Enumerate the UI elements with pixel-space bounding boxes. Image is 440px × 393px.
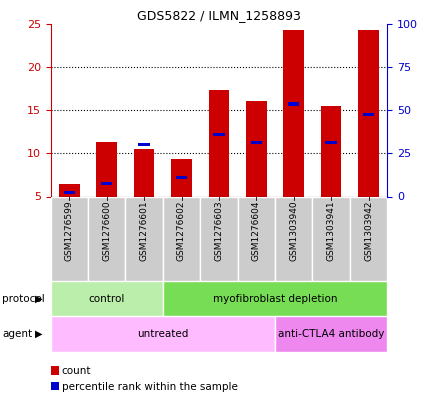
Bar: [171, 159, 192, 196]
Bar: [238, 196, 275, 281]
Text: untreated: untreated: [137, 329, 188, 339]
Text: GSM1276602: GSM1276602: [177, 201, 186, 261]
Text: GSM1303940: GSM1303940: [289, 201, 298, 261]
Text: agent: agent: [2, 329, 32, 339]
Bar: [209, 90, 229, 196]
Bar: [275, 316, 387, 352]
Bar: [134, 149, 154, 196]
Text: myofibroblast depletion: myofibroblast depletion: [213, 294, 337, 304]
Bar: [163, 196, 200, 281]
Text: GSM1276599: GSM1276599: [65, 201, 74, 261]
Bar: [246, 101, 267, 196]
Bar: [88, 196, 125, 281]
Bar: [288, 103, 299, 105]
Bar: [51, 196, 88, 281]
Bar: [139, 143, 150, 146]
Bar: [363, 113, 374, 116]
Text: GSM1276604: GSM1276604: [252, 201, 261, 261]
Bar: [59, 184, 80, 196]
Text: count: count: [62, 366, 91, 376]
Text: ▶: ▶: [35, 329, 43, 339]
Text: GSM1276600: GSM1276600: [102, 201, 111, 261]
Bar: [251, 141, 262, 144]
Text: control: control: [88, 294, 125, 304]
Text: ▶: ▶: [35, 294, 43, 304]
Text: GSM1303941: GSM1303941: [326, 201, 336, 261]
Bar: [358, 31, 379, 196]
Bar: [176, 176, 187, 179]
Title: GDS5822 / ILMN_1258893: GDS5822 / ILMN_1258893: [137, 9, 301, 22]
Bar: [350, 196, 387, 281]
Text: GSM1303942: GSM1303942: [364, 201, 373, 261]
Text: GSM1276601: GSM1276601: [139, 201, 149, 261]
Text: protocol: protocol: [2, 294, 45, 304]
Text: GSM1276603: GSM1276603: [214, 201, 224, 261]
Bar: [200, 196, 238, 281]
Bar: [64, 191, 75, 194]
Bar: [321, 106, 341, 196]
Bar: [326, 141, 337, 144]
Bar: [51, 281, 163, 316]
Text: anti-CTLA4 antibody: anti-CTLA4 antibody: [278, 329, 384, 339]
Bar: [283, 29, 304, 196]
Bar: [163, 281, 387, 316]
Bar: [312, 196, 350, 281]
Bar: [101, 182, 112, 185]
Bar: [125, 196, 163, 281]
Bar: [275, 196, 312, 281]
Text: percentile rank within the sample: percentile rank within the sample: [62, 382, 238, 392]
Bar: [213, 133, 224, 136]
Bar: [96, 142, 117, 196]
Bar: [51, 316, 275, 352]
